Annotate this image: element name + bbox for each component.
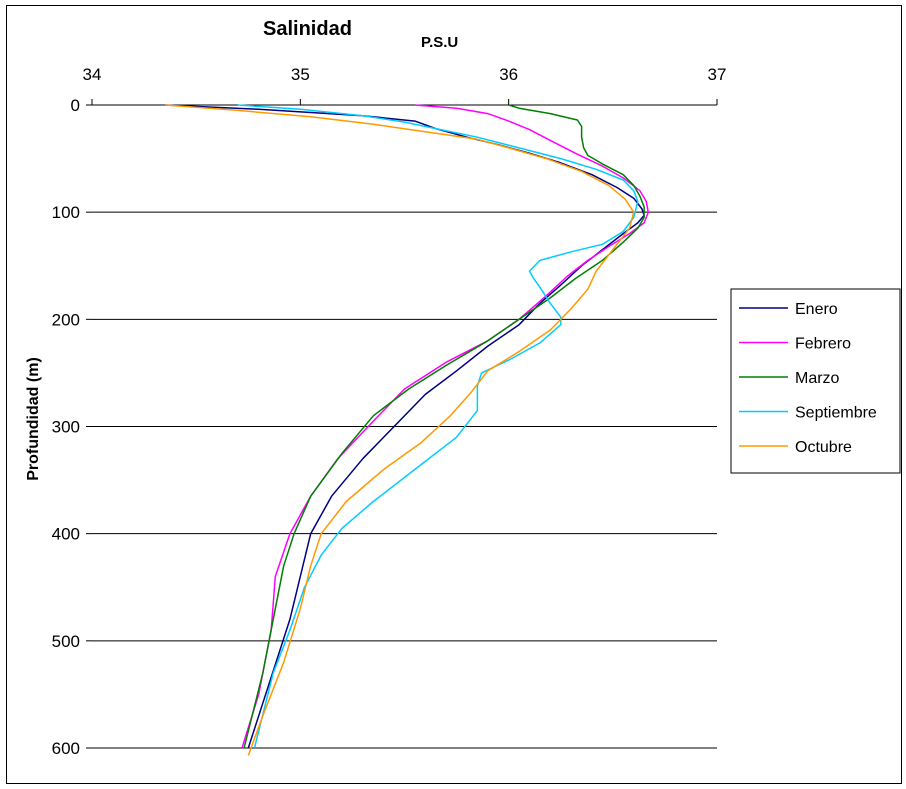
chart-area: Salinidad P.S.U 34 35 36 37 0 100 200 300 400 50… xyxy=(6,5,902,784)
legend-label-octubre: Octubre xyxy=(795,439,852,456)
y-tick-label: 400 xyxy=(52,525,80,544)
x-tick-labels: 34 35 36 37 xyxy=(83,65,727,84)
x-tick-label: 36 xyxy=(499,65,518,84)
y-tick-label: 600 xyxy=(52,739,80,758)
legend: Enero Febrero Marzo Septiembre Octubre xyxy=(730,288,901,474)
y-axis-title: Profundidad (m) xyxy=(25,357,42,481)
y-tick-label: 100 xyxy=(52,203,80,222)
x-tick-label: 37 xyxy=(708,65,727,84)
salinity-chart: Salinidad P.S.U 34 35 36 37 0 100 200 300 400 50… xyxy=(25,18,901,758)
series-line-octubre xyxy=(164,104,635,756)
axes xyxy=(86,99,718,749)
y-tick-label: 0 xyxy=(71,96,80,115)
y-tick-label: 300 xyxy=(52,418,80,437)
legend-label-septiembre: Septiembre xyxy=(795,405,877,422)
series-lines xyxy=(164,104,650,756)
series-line-septiembre xyxy=(237,104,639,749)
series-line-marzo xyxy=(243,104,645,749)
x-axis-title: P.S.U xyxy=(421,34,458,51)
x-tick-label: 35 xyxy=(291,65,310,84)
chart-title: Salinidad xyxy=(263,18,352,40)
legend-label-marzo: Marzo xyxy=(795,370,840,387)
legend-label-enero: Enero xyxy=(795,301,838,318)
legend-label-febrero: Febrero xyxy=(795,336,851,353)
y-tick-label: 500 xyxy=(52,632,80,651)
x-tick-label: 34 xyxy=(83,65,102,84)
gridlines xyxy=(92,104,717,749)
y-tick-labels: 0 100 200 300 400 500 600 xyxy=(52,96,80,758)
y-tick-label: 200 xyxy=(52,310,80,329)
legend-box xyxy=(730,288,901,474)
